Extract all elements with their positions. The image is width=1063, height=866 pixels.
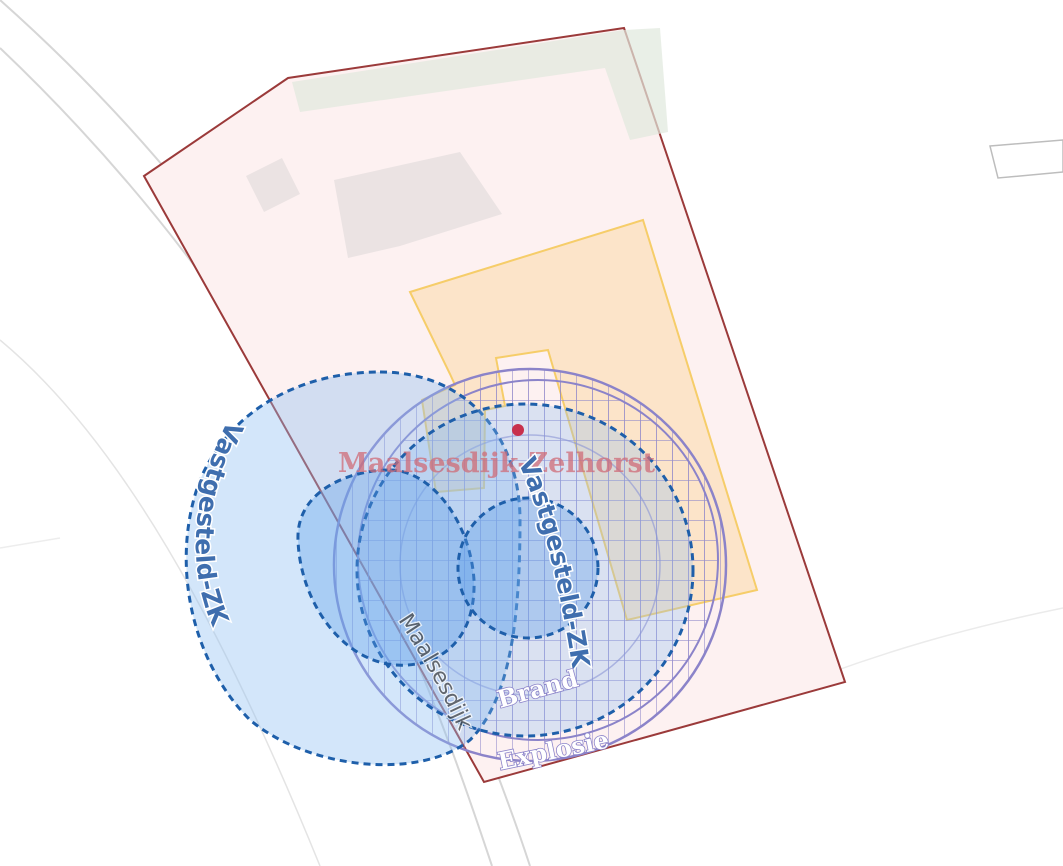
place-label: Maalsesdijk-Zelhorst xyxy=(338,448,656,479)
inner-ring xyxy=(399,434,661,696)
zone-large-left[interactable] xyxy=(184,370,522,767)
zone-large-center[interactable] xyxy=(355,402,695,738)
road-west-stub xyxy=(0,537,61,549)
building-footprint-small xyxy=(246,158,300,212)
building-footprint-large xyxy=(334,152,502,258)
building-outline-east xyxy=(989,139,1063,179)
road-secondary xyxy=(0,339,321,866)
zone-small-center[interactable] xyxy=(456,496,600,640)
green-strip xyxy=(292,28,668,140)
zone-small-left[interactable] xyxy=(296,468,476,667)
risk-source-point[interactable] xyxy=(512,424,524,436)
